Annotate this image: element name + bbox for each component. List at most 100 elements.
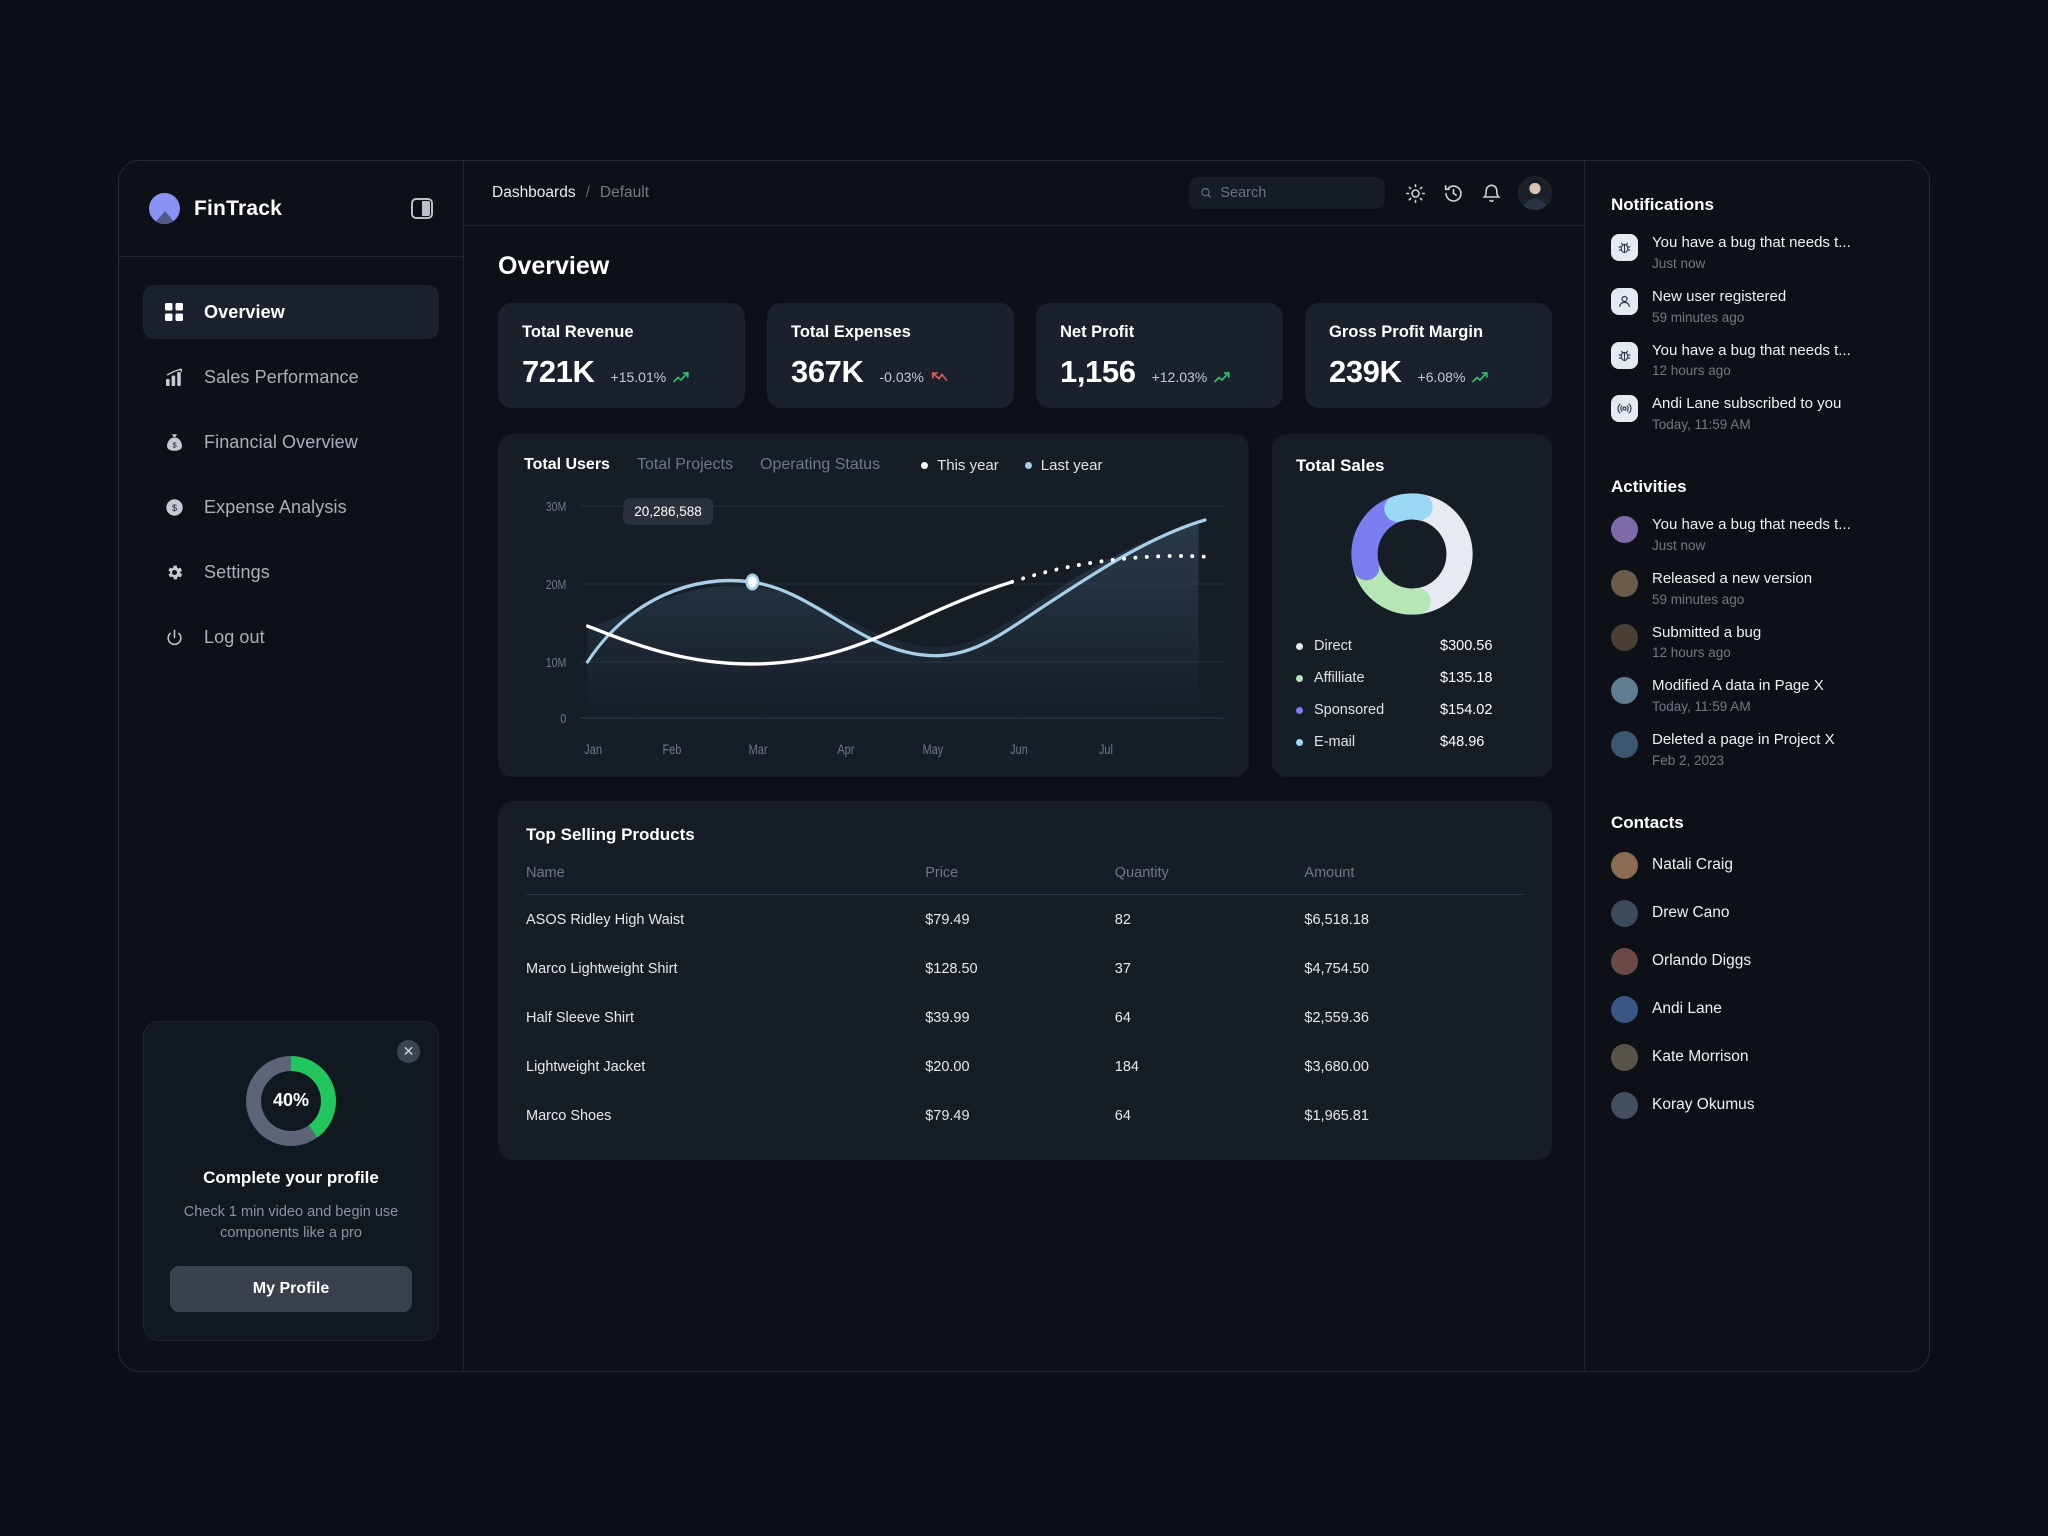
bug-icon <box>1611 341 1638 369</box>
kpi-delta: +15.01% <box>611 369 691 385</box>
chart-tooltip: 20,286,588 <box>623 498 713 525</box>
contact-name: Kate Morrison <box>1652 1048 1749 1066</box>
tab-operating-status[interactable]: Operating Status <box>760 456 881 473</box>
avatar <box>1611 1091 1638 1119</box>
sales-legend-name: Direct <box>1314 638 1352 654</box>
sidebar-item-settings[interactable]: Settings <box>143 545 439 599</box>
notification-item[interactable]: You have a bug that needs t... Just now <box>1611 234 1903 271</box>
sidebar-item-label: Settings <box>204 561 270 582</box>
legend-dot <box>1296 706 1303 714</box>
contact-item[interactable]: Kate Morrison <box>1611 1043 1903 1071</box>
sales-legend-row[interactable]: Direct $300.56 <box>1296 638 1528 654</box>
cell-quantity: 82 <box>1114 912 1131 928</box>
avatar <box>1611 899 1638 927</box>
search-icon <box>1201 188 1212 199</box>
table-row[interactable]: Lightweight Jacket $20.00 184 $3,680.00 <box>526 1042 1524 1091</box>
notification-item[interactable]: Andi Lane subscribed to you Today, 11:59… <box>1611 395 1903 432</box>
legend-dot <box>1024 461 1032 469</box>
total-sales-card: Total Sales Direct $300.56 <box>1272 434 1552 777</box>
brand-row: FinTrack <box>119 161 463 257</box>
svg-text:May: May <box>922 742 943 757</box>
activity-item[interactable]: Modified A data in Page X Today, 11:59 A… <box>1611 677 1903 714</box>
cell-price: $20.00 <box>925 1059 970 1075</box>
sidebar-item-label: Financial Overview <box>204 431 358 452</box>
table-row[interactable]: Marco Shoes $79.49 64 $1,965.81 <box>526 1091 1524 1140</box>
gear-icon <box>163 561 185 583</box>
sidebar-nav: Overview Sales Performance $ Financial O… <box>119 257 463 675</box>
kpi-card-gross-profit-margin[interactable]: Gross Profit Margin 239K +6.08% <box>1305 303 1552 408</box>
sidebar-item-expense-analysis[interactable]: $ Expense Analysis <box>143 480 439 534</box>
history-icon[interactable] <box>1443 183 1464 204</box>
tab-total-projects[interactable]: Total Projects <box>636 456 733 473</box>
search-input[interactable] <box>1220 185 1374 201</box>
kpi-delta-text: +12.03% <box>1151 369 1208 385</box>
activity-time: Today, 11:59 AM <box>1652 699 1751 714</box>
table-row[interactable]: Half Sleeve Shirt $39.99 64 $2,559.36 <box>526 993 1524 1042</box>
sales-legend-row[interactable]: E-mail $48.96 <box>1296 734 1528 750</box>
contact-item[interactable]: Natali Craig <box>1611 851 1903 879</box>
sidebar-item-log-out[interactable]: Log out <box>143 610 439 664</box>
sales-legend-amount: $48.96 <box>1440 734 1485 750</box>
breadcrumb-root[interactable]: Dashboards <box>492 184 576 201</box>
user-avatar[interactable] <box>1518 176 1552 210</box>
sales-legend-name: Sponsored <box>1314 702 1385 718</box>
kpi-delta-text: -0.03% <box>879 369 924 385</box>
notification-item[interactable]: New user registered 59 minutes ago <box>1611 287 1903 325</box>
contact-item[interactable]: Orlando Diggs <box>1611 947 1903 975</box>
activity-text: Modified A data in Page X <box>1652 677 1824 695</box>
sidebar-item-label: Log out <box>204 626 265 647</box>
avatar <box>1611 947 1638 975</box>
kpi-card-total-revenue[interactable]: Total Revenue 721K +15.01% <box>498 303 745 408</box>
legend-this-year[interactable]: This year <box>921 457 999 474</box>
kpi-value: 367K <box>791 354 864 389</box>
notification-item[interactable]: You have a bug that needs t... 12 hours … <box>1611 341 1903 379</box>
activity-time: 12 hours ago <box>1652 645 1731 661</box>
kpi-delta: -0.03% <box>880 369 948 385</box>
activity-item[interactable]: You have a bug that needs t... Just now <box>1611 516 1903 553</box>
contact-item[interactable]: Andi Lane <box>1611 995 1903 1023</box>
tab-total-users[interactable]: Total Users <box>524 456 610 473</box>
activity-item[interactable]: Submitted a bug 12 hours ago <box>1611 623 1903 661</box>
cell-amount: $1,965.81 <box>1304 1108 1369 1124</box>
table-row[interactable]: ASOS Ridley High Waist $79.49 82 $6,518.… <box>526 895 1524 945</box>
contact-name: Koray Okumus <box>1652 1096 1755 1114</box>
notification-time: Just now <box>1652 255 1706 271</box>
trend-up-icon <box>1214 371 1230 382</box>
close-icon[interactable]: ✕ <box>397 1039 420 1063</box>
cell-amount: $3,680.00 <box>1304 1059 1369 1075</box>
panel-toggle-icon[interactable] <box>411 198 433 219</box>
notification-text: Andi Lane subscribed to you <box>1652 395 1842 413</box>
contact-item[interactable]: Drew Cano <box>1611 899 1903 927</box>
cell-name: Lightweight Jacket <box>526 1059 646 1075</box>
contact-item[interactable]: Koray Okumus <box>1611 1091 1903 1119</box>
top-bar: Dashboards / Default <box>464 161 1584 226</box>
sales-legend-amount: $154.02 <box>1440 702 1493 718</box>
kpi-card-net-profit[interactable]: Net Profit 1,156 +12.03% <box>1036 303 1283 408</box>
bell-icon[interactable] <box>1481 183 1502 204</box>
sun-icon[interactable] <box>1405 183 1426 204</box>
total-users-chart-card: Total Users Total Projects Operating Sta… <box>498 434 1249 777</box>
my-profile-button[interactable]: My Profile <box>170 1266 412 1312</box>
dollar-circle-icon: $ <box>163 496 185 518</box>
legend-last-year[interactable]: Last year <box>1024 457 1102 474</box>
sidebar-item-financial-overview[interactable]: $ Financial Overview <box>143 415 439 469</box>
activity-item[interactable]: Released a new version 59 minutes ago <box>1611 569 1903 607</box>
cell-name: Marco Shoes <box>526 1108 612 1124</box>
table-row[interactable]: Marco Lightweight Shirt $128.50 37 $4,75… <box>526 944 1524 993</box>
svg-text:30M: 30M <box>546 499 567 514</box>
svg-text:$: $ <box>172 440 176 449</box>
sidebar-item-overview[interactable]: Overview <box>143 285 439 339</box>
cell-name: Marco Lightweight Shirt <box>526 961 678 977</box>
activity-item[interactable]: Deleted a page in Project X Feb 2, 2023 <box>1611 731 1903 768</box>
notification-time: 12 hours ago <box>1652 363 1731 379</box>
search-box[interactable] <box>1189 177 1385 209</box>
kpi-card-total-expenses[interactable]: Total Expenses 367K -0.03% <box>767 303 1014 408</box>
sidebar-item-sales-performance[interactable]: Sales Performance <box>143 350 439 404</box>
notification-time: Today, 11:59 AM <box>1652 417 1751 432</box>
sales-legend-row[interactable]: Affilliate $135.18 <box>1296 670 1528 686</box>
legend-dot <box>921 461 929 469</box>
sales-legend-row[interactable]: Sponsored $154.02 <box>1296 702 1528 718</box>
kpi-delta: +6.08% <box>1418 369 1490 385</box>
top-icon-group <box>1405 183 1502 204</box>
contact-name: Natali Craig <box>1652 856 1733 874</box>
